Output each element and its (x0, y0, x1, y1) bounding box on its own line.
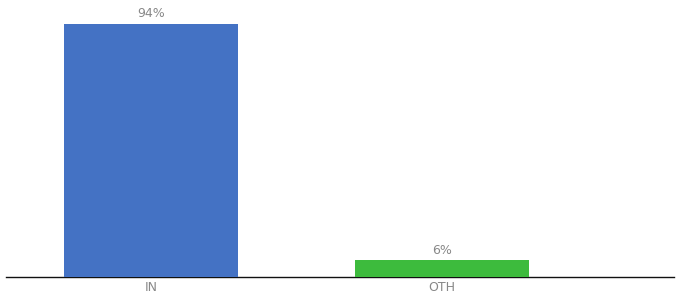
Text: 94%: 94% (137, 8, 165, 20)
Bar (354, 260, 529, 277)
Text: 6%: 6% (432, 244, 452, 257)
Bar (64, 24, 238, 277)
